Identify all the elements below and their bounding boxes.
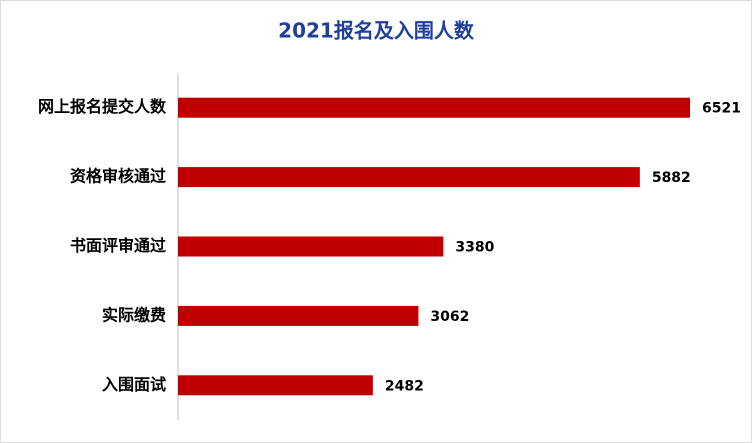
bar bbox=[178, 167, 640, 188]
bar bbox=[178, 236, 444, 257]
bar bbox=[178, 97, 690, 118]
y-tick-label: 网上报名提交人数 bbox=[38, 97, 167, 116]
chart-title: 2021报名及入围人数 bbox=[278, 19, 475, 43]
bar bbox=[178, 305, 419, 326]
value-label: 5882 bbox=[652, 170, 691, 186]
y-tick-label: 书面评审通过 bbox=[70, 236, 166, 255]
value-label: 6521 bbox=[702, 101, 741, 117]
y-tick-label: 资格审核通过 bbox=[70, 167, 166, 186]
y-tick-label: 入围面试 bbox=[102, 375, 166, 394]
value-label: 3380 bbox=[455, 240, 494, 256]
bar bbox=[178, 375, 373, 396]
y-tick-label: 实际缴费 bbox=[102, 305, 166, 324]
value-label: 2482 bbox=[385, 378, 424, 394]
value-label: 3062 bbox=[430, 309, 469, 325]
